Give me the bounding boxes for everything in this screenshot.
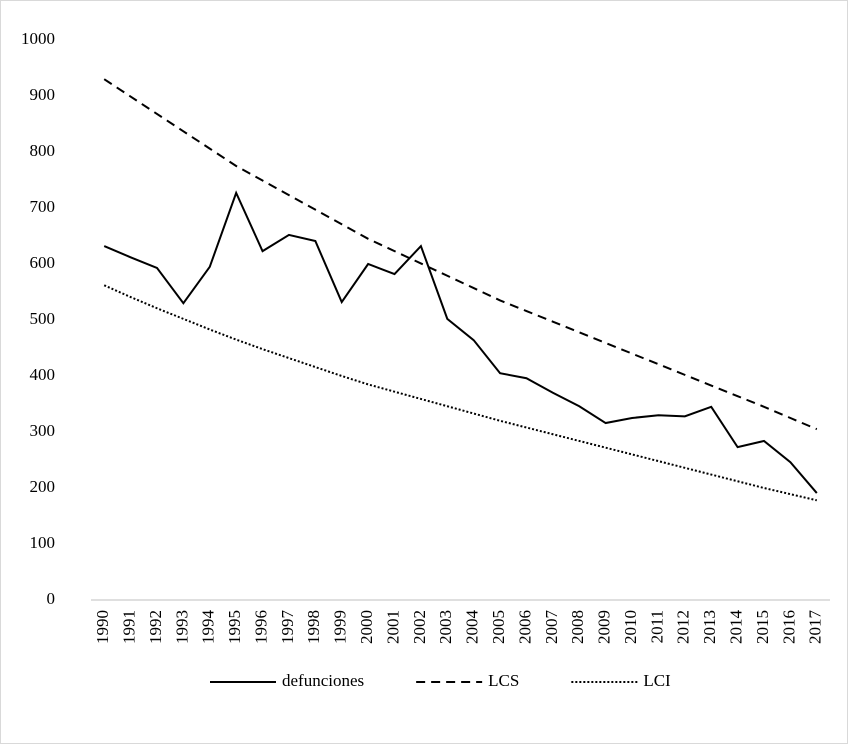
x-tick-label: 1990 (93, 610, 112, 644)
y-tick-label: 100 (30, 533, 56, 552)
x-tick-label: 1995 (225, 610, 244, 644)
y-tick-label: 1000 (21, 29, 55, 48)
x-tick-label: 2000 (357, 610, 376, 644)
y-tick-label: 500 (30, 309, 56, 328)
y-tick-label: 700 (30, 197, 56, 216)
line-series (103, 78, 818, 431)
y-tick-label: 0 (47, 589, 56, 608)
x-tick-label: 2016 (779, 610, 798, 644)
line-series (103, 190, 818, 494)
x-tick-label: 1992 (146, 610, 165, 644)
x-tick-label: 2012 (674, 610, 693, 644)
x-tick-label: 2001 (383, 610, 402, 644)
y-tick-label: 900 (30, 85, 56, 104)
x-tick-label: 2008 (568, 610, 587, 644)
y-tick-label: 400 (30, 365, 56, 384)
x-tick-label: 2015 (753, 610, 772, 644)
x-tick-label: 2013 (700, 610, 719, 644)
x-tick-label: 2014 (727, 610, 746, 645)
x-tick-label: 2005 (489, 610, 508, 644)
x-tick-label: 2009 (595, 610, 614, 644)
x-tick-label: 1999 (331, 610, 350, 644)
x-tick-label: 1997 (278, 610, 297, 645)
x-tick-label: 2011 (647, 610, 666, 643)
x-tick-label: 2007 (542, 610, 561, 645)
legend-label: defunciones (282, 671, 364, 690)
legend-label: LCS (488, 671, 519, 690)
x-tick-label: 1994 (199, 610, 218, 645)
y-tick-label: 800 (30, 141, 56, 160)
legend-label: LCI (643, 671, 671, 690)
x-tick-label: 2003 (436, 610, 455, 644)
y-tick-label: 200 (30, 477, 56, 496)
y-tick-label: 300 (30, 421, 56, 440)
x-tick-label: 1998 (304, 610, 323, 644)
x-tick-label: 1991 (119, 610, 138, 644)
x-tick-label: 2017 (806, 610, 825, 645)
x-tick-label: 1996 (251, 610, 270, 644)
line-series (103, 284, 818, 502)
x-tick-label: 2006 (515, 610, 534, 644)
x-tick-label: 2004 (463, 610, 482, 645)
x-tick-label: 2010 (621, 610, 640, 644)
x-tick-label: 2002 (410, 610, 429, 644)
y-tick-label: 600 (30, 253, 56, 272)
x-tick-label: 1993 (172, 610, 191, 644)
